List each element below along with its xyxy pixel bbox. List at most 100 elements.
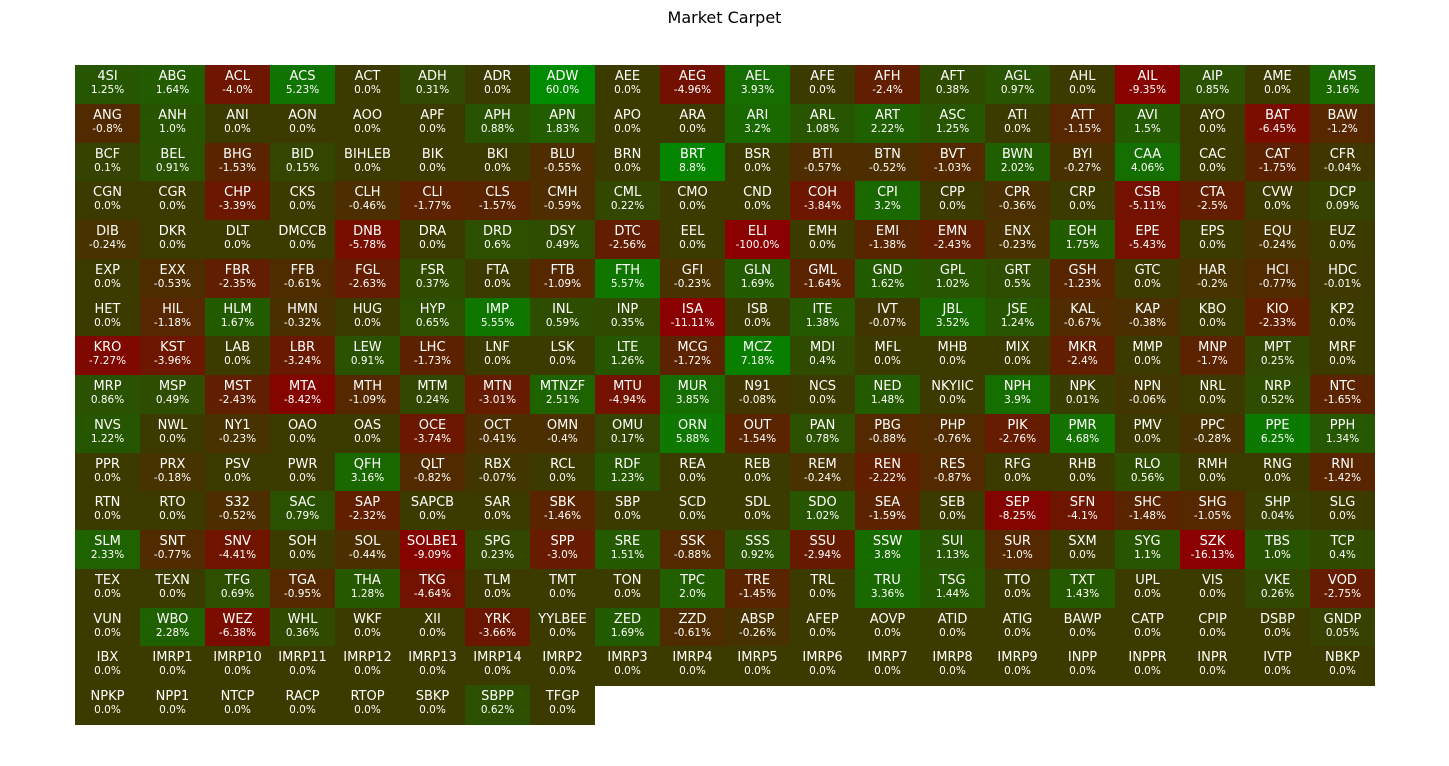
- ticker-label: RACP: [285, 689, 320, 704]
- change-label: 0.0%: [1199, 471, 1226, 484]
- ticker-label: DMCCB: [278, 224, 327, 239]
- change-label: 0.0%: [1004, 122, 1031, 135]
- change-label: 0.0%: [289, 665, 316, 678]
- ticker-label: SBP: [614, 495, 640, 511]
- carpet-cell: PBG -0.88%: [855, 413, 920, 454]
- ticker-label: AFT: [940, 69, 965, 84]
- change-label: 0.4%: [1329, 549, 1356, 561]
- carpet-cell: BYI -0.27%: [1050, 142, 1115, 183]
- ticker-label: MTM: [417, 379, 448, 394]
- carpet-cell: CPIP 0.0%: [1180, 607, 1245, 648]
- carpet-cell: PPH 1.34%: [1310, 413, 1375, 454]
- ticker-label: OAO: [288, 417, 317, 433]
- carpet-cell: RTN 0.0%: [75, 491, 140, 532]
- carpet-cell: SAPCB 0.0%: [400, 491, 465, 532]
- ticker-label: TRL: [810, 572, 835, 588]
- ticker-label: ADW: [546, 69, 579, 84]
- change-label: -0.53%: [153, 277, 192, 290]
- carpet-cell: BRT 8.8%: [660, 142, 725, 183]
- ticker-label: IMRP10: [213, 650, 262, 666]
- change-label: 0.0%: [549, 665, 576, 678]
- ticker-label: ARI: [746, 107, 769, 123]
- change-label: 0.0%: [484, 161, 511, 174]
- change-label: 0.0%: [1264, 626, 1291, 639]
- carpet-cell: OMN -0.4%: [530, 413, 595, 454]
- change-label: 0.0%: [419, 161, 446, 174]
- carpet-cell: IVT -0.07%: [855, 297, 920, 338]
- ticker-label: IMRP12: [343, 650, 392, 666]
- ticker-label: CPP: [940, 185, 965, 201]
- carpet-cell: CHP -3.39%: [205, 181, 270, 222]
- change-label: 3.16%: [1325, 84, 1360, 96]
- ticker-label: MIX: [1005, 340, 1030, 356]
- ticker-label: MFL: [874, 340, 901, 356]
- ticker-label: TXT: [1070, 572, 1095, 588]
- change-label: -2.75%: [1323, 587, 1362, 600]
- carpet-cell: ADH 0.31%: [400, 65, 465, 105]
- carpet-cell: CPR -0.36%: [985, 181, 1050, 222]
- carpet-cell: THA 1.28%: [335, 568, 400, 609]
- ticker-label: FTB: [550, 262, 575, 278]
- ticker-label: CLI: [422, 185, 443, 201]
- ticker-label: RLO: [1134, 456, 1161, 472]
- carpet-cell: MPT 0.25%: [1245, 336, 1310, 377]
- ticker-label: HMN: [287, 301, 318, 317]
- carpet-cell: EQU -0.24%: [1245, 220, 1310, 260]
- ticker-label: REA: [679, 456, 706, 472]
- change-label: 0.0%: [1004, 626, 1031, 639]
- change-label: 0.0%: [549, 626, 576, 639]
- ticker-label: NPK: [1069, 379, 1096, 394]
- change-label: 0.88%: [480, 122, 515, 135]
- carpet-cell: CPP 0.0%: [920, 181, 985, 222]
- ticker-label: SRE: [614, 534, 641, 549]
- change-label: 0.0%: [484, 510, 511, 523]
- ticker-label: ITE: [812, 301, 833, 317]
- change-label: 0.49%: [545, 239, 580, 251]
- change-label: 5.55%: [480, 316, 515, 329]
- carpet-cell: SZK -16.13%: [1180, 530, 1245, 570]
- change-label: 0.0%: [1004, 471, 1031, 484]
- carpet-cell: NY1 -0.23%: [205, 413, 270, 454]
- carpet-cell: PPC -0.28%: [1180, 413, 1245, 454]
- ticker-label: NTCP: [220, 689, 255, 704]
- carpet-cell: BSR 0.0%: [725, 142, 790, 183]
- carpet-cell: RTOP 0.0%: [335, 685, 400, 725]
- change-label: -0.08%: [738, 394, 777, 406]
- carpet-cell: CAT -1.75%: [1245, 142, 1310, 183]
- ticker-label: DLT: [225, 224, 250, 239]
- ticker-label: NPH: [1003, 379, 1032, 394]
- ticker-label: DRD: [482, 224, 513, 239]
- carpet-cell: SLG 0.0%: [1310, 491, 1375, 532]
- carpet-cell: VOD -2.75%: [1310, 568, 1375, 609]
- change-label: 0.0%: [1004, 587, 1031, 600]
- carpet-cell: PRX -0.18%: [140, 452, 205, 493]
- change-label: 0.0%: [614, 665, 641, 678]
- change-label: -8.42%: [283, 394, 322, 406]
- ticker-label: CVW: [1262, 185, 1293, 201]
- ticker-label: CHP: [224, 185, 251, 201]
- change-label: 0.0%: [939, 394, 966, 406]
- carpet-cell: BAWP 0.0%: [1050, 607, 1115, 648]
- change-label: -2.32%: [348, 510, 387, 523]
- carpet-cell: CND 0.0%: [725, 181, 790, 222]
- ticker-label: IMRP4: [672, 650, 713, 666]
- ticker-label: IMRP13: [408, 650, 457, 666]
- change-label: 0.91%: [155, 161, 190, 174]
- change-label: -2.56%: [608, 239, 647, 251]
- change-label: 0.0%: [94, 510, 121, 523]
- carpet-cell: RTO 0.0%: [140, 491, 205, 532]
- change-label: 0.78%: [805, 432, 840, 445]
- change-label: 0.0%: [484, 355, 511, 368]
- ticker-label: ELI: [747, 224, 768, 239]
- change-label: 0.15%: [285, 161, 320, 174]
- ticker-label: TFGP: [545, 689, 580, 704]
- change-label: 1.44%: [935, 587, 970, 600]
- change-label: 0.0%: [1004, 665, 1031, 678]
- change-label: -1.64%: [803, 277, 842, 290]
- carpet-cell: NTCP 0.0%: [205, 685, 270, 725]
- ticker-label: MPT: [1264, 340, 1291, 356]
- ticker-label: APN: [549, 107, 576, 123]
- change-label: 0.0%: [484, 587, 511, 600]
- ticker-label: EUZ: [1329, 224, 1356, 239]
- carpet-cell: ATI 0.0%: [985, 103, 1050, 144]
